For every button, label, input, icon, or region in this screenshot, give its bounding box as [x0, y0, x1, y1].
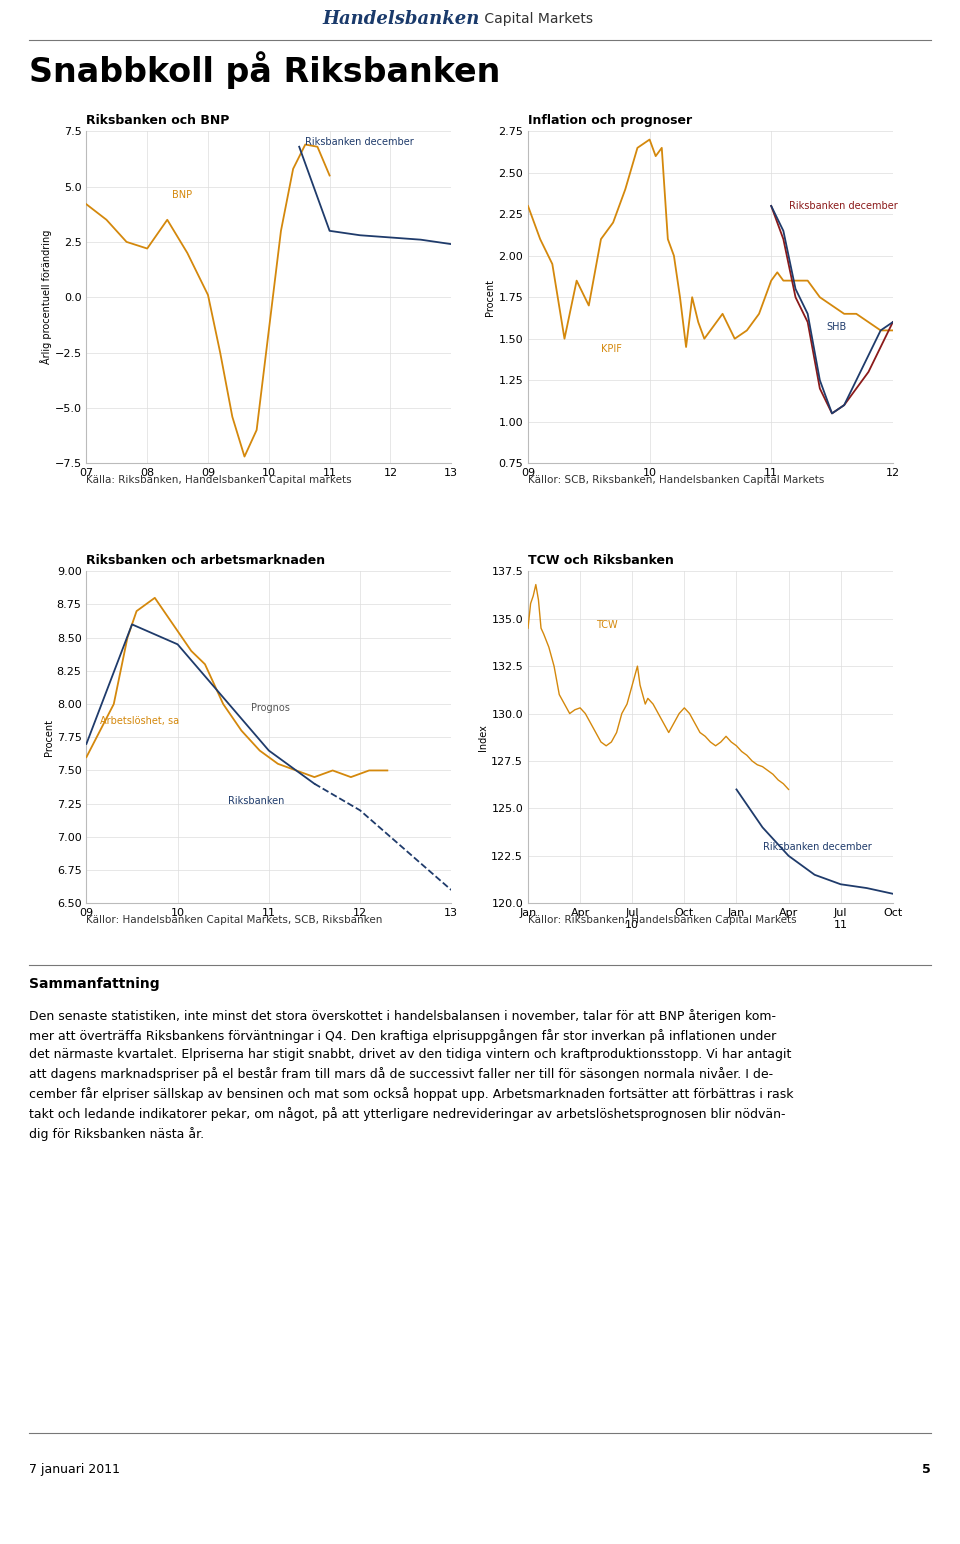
Text: Källa: Riksbanken, Handelsbanken Capital markets: Källa: Riksbanken, Handelsbanken Capital… — [86, 476, 352, 485]
Text: Källor: SCB, Riksbanken, Handelsbanken Capital Markets: Källor: SCB, Riksbanken, Handelsbanken C… — [528, 476, 825, 485]
Y-axis label: Procent: Procent — [44, 720, 54, 755]
Text: Snabbkoll på Riksbanken: Snabbkoll på Riksbanken — [29, 51, 500, 88]
Text: Den senaste statistiken, inte minst det stora överskottet i handelsbalansen i no: Den senaste statistiken, inte minst det … — [29, 1008, 793, 1141]
Text: Riksbanken: Riksbanken — [228, 795, 284, 806]
Text: BNP: BNP — [172, 190, 192, 199]
Text: SHB: SHB — [826, 323, 846, 332]
Text: 5: 5 — [923, 1462, 931, 1476]
Text: Riksbanken december: Riksbanken december — [789, 201, 899, 212]
Text: TCW och Riksbanken: TCW och Riksbanken — [528, 554, 674, 567]
Text: TCW: TCW — [596, 621, 617, 630]
Text: Källor: Handelsbanken Capital Markets, SCB, Riksbanken: Källor: Handelsbanken Capital Markets, S… — [86, 916, 383, 925]
Text: Riksbanken och arbetsmarknaden: Riksbanken och arbetsmarknaden — [86, 554, 325, 567]
Text: KPIF: KPIF — [601, 344, 622, 354]
Text: Handelsbanken: Handelsbanken — [323, 11, 480, 28]
Text: Källor: Riksbanken, Handelsbanken Capital Markets: Källor: Riksbanken, Handelsbanken Capita… — [528, 916, 797, 925]
Text: Arbetslöshet, sa: Arbetslöshet, sa — [100, 716, 180, 726]
Text: Prognos: Prognos — [251, 703, 289, 713]
Text: Sammanfattning: Sammanfattning — [29, 977, 159, 991]
Text: Riksbanken och BNP: Riksbanken och BNP — [86, 114, 229, 127]
Text: Capital Markets: Capital Markets — [480, 12, 593, 26]
Text: Riksbanken december: Riksbanken december — [762, 841, 872, 852]
Text: Inflation och prognoser: Inflation och prognoser — [528, 114, 692, 127]
Y-axis label: Index: Index — [478, 724, 489, 750]
Text: 7 januari 2011: 7 januari 2011 — [29, 1462, 120, 1476]
Text: Riksbanken december: Riksbanken december — [305, 137, 414, 147]
Y-axis label: Årlig procentuell förändring: Årlig procentuell förändring — [39, 230, 52, 364]
Y-axis label: Procent: Procent — [486, 279, 495, 315]
